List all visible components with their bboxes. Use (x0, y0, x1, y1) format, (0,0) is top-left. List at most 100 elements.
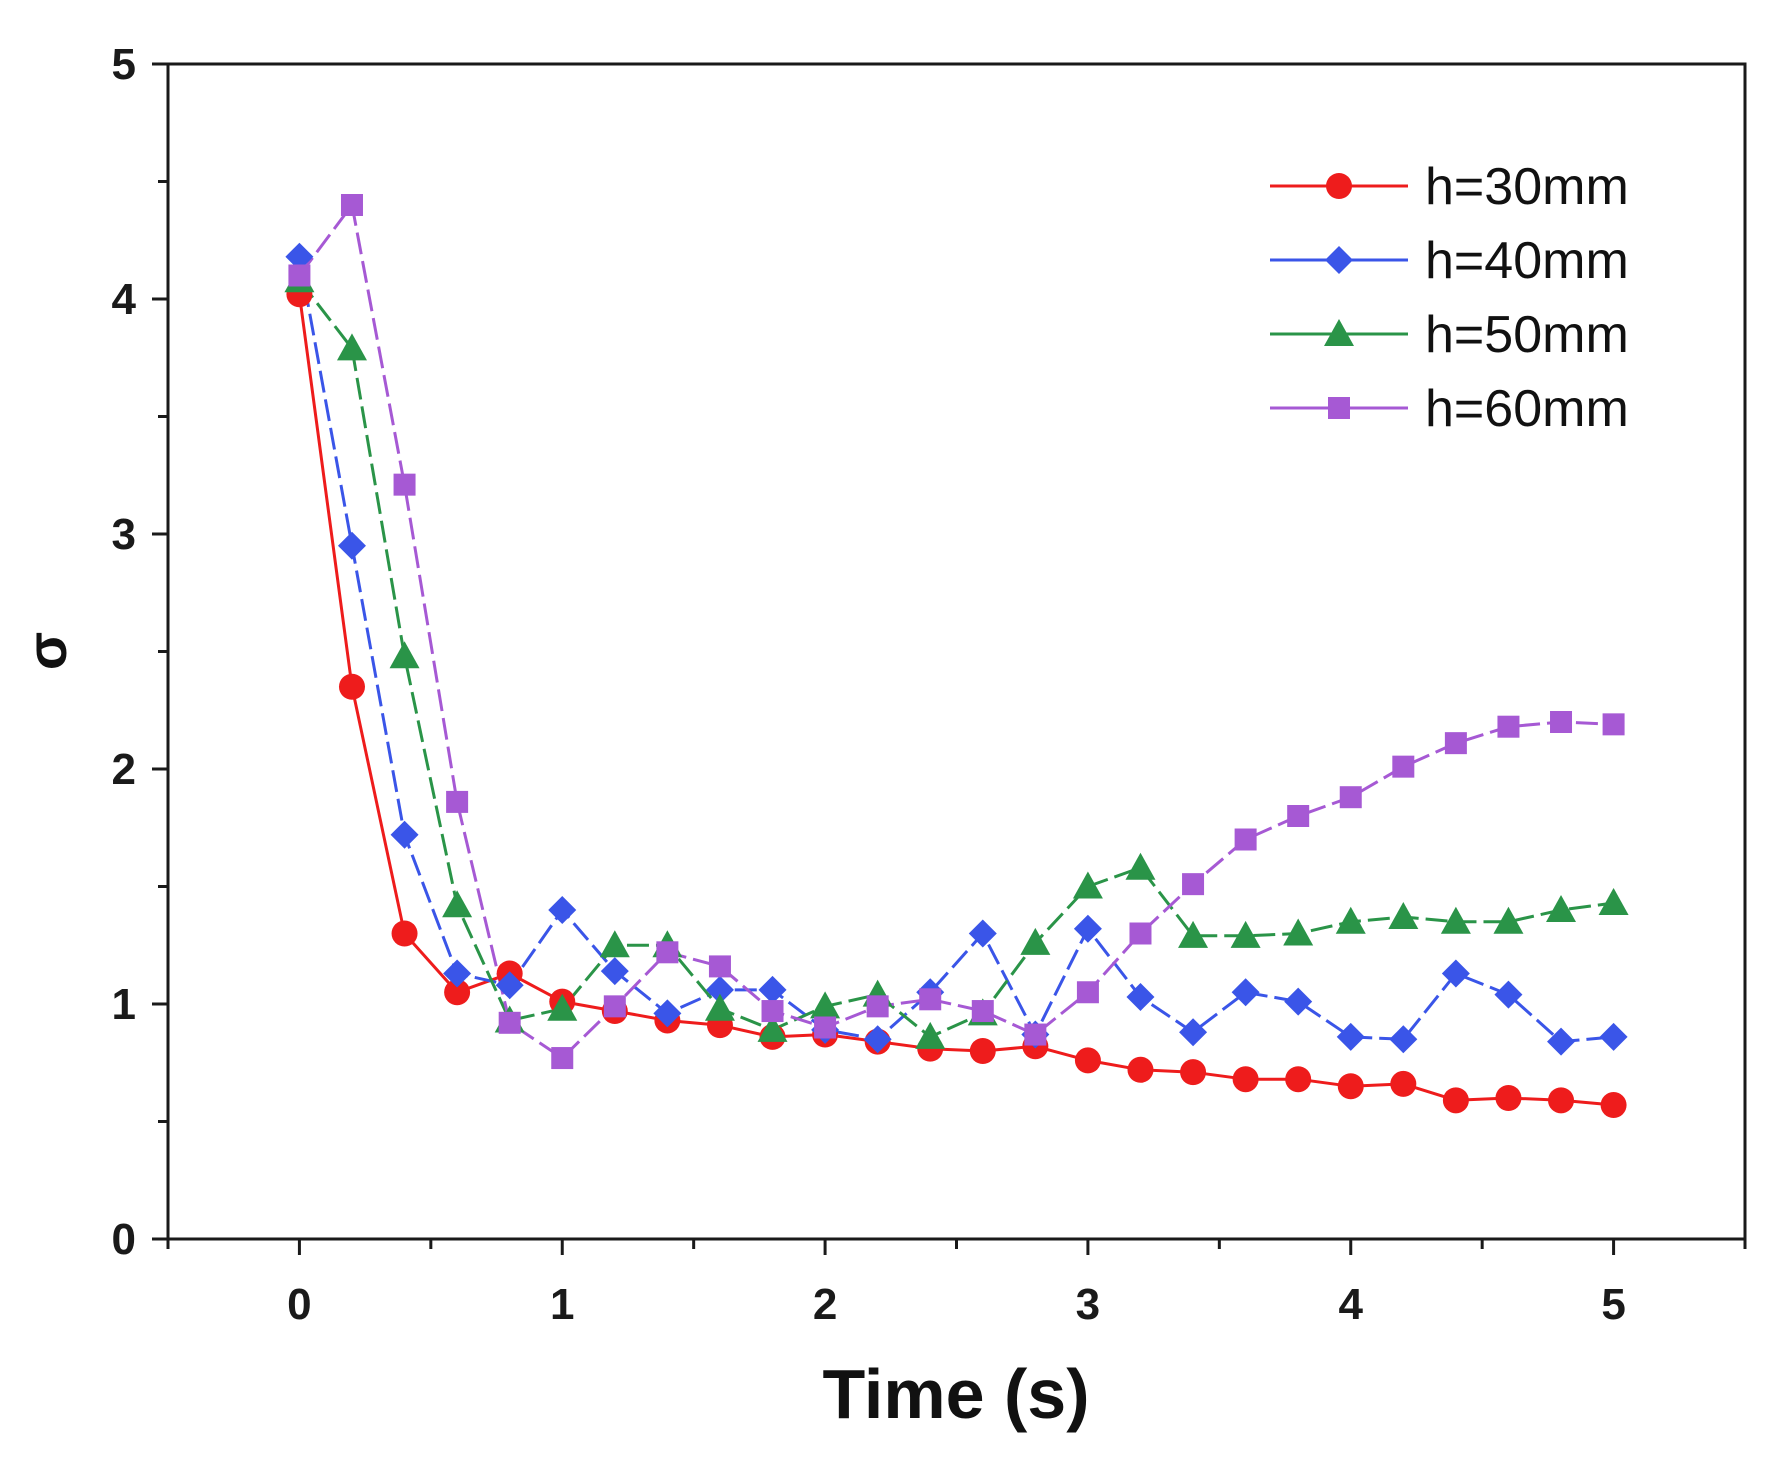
data-point-h-40mm (1126, 982, 1155, 1011)
data-point-h-40mm (863, 1025, 892, 1054)
data-point-h-30mm (444, 979, 471, 1006)
legend-swatch-marker (1325, 246, 1353, 274)
data-point-h-60mm (1182, 873, 1205, 896)
data-point-h-40mm (758, 975, 787, 1004)
legend-swatch-marker (1326, 173, 1352, 199)
data-point-h-30mm (1337, 1073, 1364, 1100)
data-point-h-40mm (1073, 914, 1102, 943)
data-point-h-40mm (1494, 980, 1523, 1009)
legend-swatch-marker (1324, 319, 1354, 346)
data-point-h-30mm (1495, 1085, 1522, 1111)
data-point-h-30mm (338, 673, 365, 700)
data-point-h-40mm (390, 820, 419, 849)
data-point-h-40mm (495, 971, 524, 1000)
x-tick-label: 1 (550, 1280, 574, 1329)
data-point-h-30mm (1127, 1056, 1154, 1083)
data-point-h-50mm (704, 993, 735, 1021)
series-lines (297, 203, 1614, 1107)
data-point-h-50mm (1388, 902, 1419, 930)
data-point-h-60mm (1129, 922, 1152, 945)
data-point-h-50mm (1546, 895, 1577, 922)
data-point-h-50mm (599, 930, 630, 958)
legend-label: h=50mm (1425, 306, 1629, 364)
data-point-h-60mm (1444, 732, 1467, 755)
data-point-h-50mm (1493, 906, 1524, 934)
data-point-h-60mm (1392, 755, 1415, 778)
series-line-h-50mm (298, 279, 1614, 1039)
series-line-h-40mm (297, 256, 1614, 1044)
data-point-h-50mm (1125, 852, 1156, 880)
data-point-h-60mm (814, 1016, 837, 1039)
data-point-h-50mm (1335, 906, 1366, 934)
legend-label: h=30mm (1425, 158, 1629, 216)
data-point-h-50mm (547, 993, 578, 1021)
legend-entry-h-50mm: h=50mm (1270, 306, 1629, 364)
data-point-h-60mm (1076, 981, 1099, 1004)
data-point-h-40mm (653, 999, 682, 1028)
data-point-h-60mm (708, 955, 731, 978)
data-point-h-40mm (548, 896, 577, 924)
data-point-h-60mm (761, 1000, 784, 1023)
data-point-h-30mm (1548, 1087, 1575, 1114)
axis-tick-labels: 0 1 2 3 4 5 0 1 2 3 4 5 (112, 40, 1626, 1329)
y-tick-label: 2 (112, 745, 136, 794)
data-point-h-60mm (446, 790, 469, 813)
data-point-h-40mm (1336, 1022, 1365, 1051)
data-point-h-50mm (1020, 927, 1051, 955)
data-point-h-30mm (1074, 1047, 1101, 1074)
data-point-h-40mm (600, 957, 629, 986)
series-line-h-60mm (298, 203, 1614, 1060)
series-markers (284, 194, 1629, 1119)
x-tick-label: 2 (813, 1280, 837, 1329)
data-point-h-60mm (1602, 713, 1625, 736)
data-point-h-50mm (1072, 871, 1103, 899)
y-tick-label: 3 (112, 510, 136, 559)
data-point-h-50mm (1283, 918, 1314, 946)
data-point-h-60mm (288, 264, 311, 287)
data-point-h-50mm (389, 641, 420, 669)
data-point-h-60mm (1024, 1023, 1047, 1046)
data-point-h-30mm (1285, 1066, 1312, 1093)
data-point-h-40mm (1179, 1018, 1208, 1047)
legend-swatch-marker (1328, 397, 1350, 419)
data-point-h-60mm (866, 995, 889, 1018)
data-point-h-60mm (551, 1047, 574, 1070)
data-point-h-30mm (1442, 1087, 1469, 1114)
x-tick-label: 4 (1339, 1280, 1364, 1329)
legend-label: h=60mm (1425, 380, 1629, 438)
data-point-h-30mm (1180, 1059, 1207, 1086)
data-point-h-30mm (391, 920, 418, 947)
data-point-h-50mm (810, 991, 841, 1019)
data-point-h-30mm (1232, 1066, 1259, 1093)
data-point-h-40mm (705, 975, 734, 1004)
legend-label: h=40mm (1425, 232, 1629, 290)
data-point-h-40mm (1547, 1027, 1576, 1056)
data-point-h-60mm (1497, 715, 1520, 738)
data-point-h-60mm (393, 473, 416, 496)
data-point-h-60mm (1287, 805, 1310, 827)
data-point-h-60mm (603, 995, 626, 1018)
data-point-h-60mm (971, 1000, 994, 1023)
data-point-h-40mm (337, 531, 366, 560)
data-point-h-40mm (285, 242, 314, 271)
x-axis-title: Time (s) (822, 1355, 1089, 1433)
data-point-h-40mm (1231, 978, 1260, 1007)
data-point-h-50mm (915, 1021, 946, 1049)
axis-ticks (152, 62, 1747, 1255)
legend-entry-h-60mm: h=60mm (1270, 380, 1629, 438)
legend: h=30mm h=40mm h=50mm h=60mm (1270, 158, 1629, 438)
y-tick-label: 1 (112, 980, 136, 1029)
data-point-h-60mm (1550, 711, 1573, 733)
data-point-h-30mm (1390, 1070, 1417, 1097)
data-point-h-60mm (1339, 786, 1362, 809)
data-point-h-40mm (968, 919, 997, 948)
y-tick-label: 5 (112, 40, 136, 89)
x-tick-label: 5 (1601, 1280, 1625, 1329)
x-tick-label: 0 (287, 1280, 311, 1329)
data-point-h-50mm (757, 1014, 788, 1042)
data-point-h-30mm (969, 1038, 996, 1064)
y-axis-title: σ (15, 632, 78, 670)
data-point-h-60mm (498, 1011, 521, 1034)
x-tick-label: 3 (1076, 1280, 1100, 1329)
